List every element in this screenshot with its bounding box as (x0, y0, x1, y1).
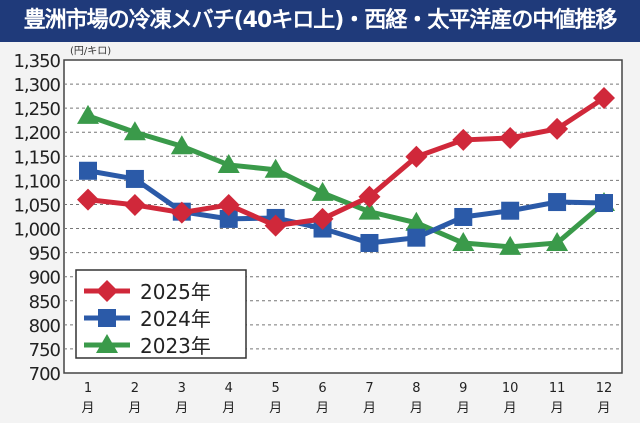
data-point (358, 200, 381, 220)
data-point (405, 145, 428, 168)
x-tick-suffix: 月 (316, 401, 329, 416)
data-point (548, 193, 567, 212)
x-tick-label: 9 (459, 381, 467, 396)
x-tick-label: 6 (318, 381, 326, 396)
data-point (219, 209, 238, 228)
y-tick-label: 900 (29, 268, 61, 289)
data-point (454, 207, 473, 226)
x-tick-suffix: 月 (128, 401, 141, 416)
y-tick-label: 700 (29, 364, 61, 385)
data-point (264, 214, 287, 237)
x-tick-suffix: 月 (410, 401, 423, 416)
data-point (77, 104, 99, 124)
data-point (170, 135, 193, 155)
legend-label: 2025年 (140, 280, 211, 304)
data-point (123, 121, 146, 141)
y-tick-label: 800 (29, 316, 61, 337)
x-tick-label: 8 (412, 381, 420, 396)
x-tick-label: 12 (596, 381, 613, 396)
y-tick-label: 1,300 (13, 75, 60, 96)
data-point (593, 87, 615, 110)
y-tick-label: 1,350 (13, 51, 60, 72)
data-point (595, 194, 613, 213)
data-point (499, 127, 522, 150)
x-tick-suffix: 月 (457, 401, 470, 416)
x-tick-label: 10 (502, 381, 519, 396)
y-tick-label: 1,250 (13, 99, 60, 120)
legend-marker (98, 309, 116, 327)
y-tick-label: 850 (29, 292, 61, 313)
x-tick-suffix: 月 (504, 401, 517, 416)
legend-marker (96, 280, 118, 302)
x-tick-suffix: 月 (551, 401, 564, 416)
x-tick-suffix: 月 (363, 401, 376, 416)
x-tick-label: 5 (271, 381, 279, 396)
legend-label: 2024年 (140, 307, 211, 331)
series-line-2023年 (87, 113, 606, 250)
data-point (407, 228, 426, 247)
x-tick-label: 11 (549, 381, 566, 396)
y-tick-label: 1,150 (13, 147, 60, 168)
data-point (123, 193, 146, 216)
data-point (311, 207, 334, 230)
data-point (358, 185, 381, 208)
x-tick-suffix: 月 (175, 401, 188, 416)
data-point (217, 193, 240, 216)
x-tick-suffix: 月 (81, 401, 94, 416)
data-point (546, 231, 569, 251)
chart-title: 豊洲市場の冷凍メバチ(40キロ上)・西経・太平洋産の中値推移 (0, 0, 640, 42)
x-tick-label: 2 (131, 381, 139, 396)
data-point (217, 153, 240, 173)
data-point (360, 233, 379, 252)
legend-marker (96, 334, 118, 353)
data-point (501, 201, 520, 220)
x-tick-suffix: 月 (269, 401, 282, 416)
data-point (79, 161, 97, 180)
x-tick-label: 4 (225, 381, 233, 396)
y-tick-label: 950 (29, 244, 61, 265)
x-tick-label: 1 (84, 381, 92, 396)
data-point (546, 117, 569, 140)
x-tick-suffix: 月 (597, 401, 610, 416)
y-tick-label: 1,050 (13, 195, 60, 216)
data-point (311, 181, 334, 201)
data-point (405, 211, 428, 231)
x-tick-label: 3 (178, 381, 186, 396)
y-tick-label: 1,100 (13, 171, 60, 192)
data-point (264, 158, 287, 178)
x-tick-label: 7 (365, 381, 373, 396)
x-tick-suffix: 月 (222, 401, 235, 416)
data-point (499, 235, 522, 255)
y-tick-label: 750 (29, 340, 61, 361)
y-tick-label: 1,200 (13, 123, 60, 144)
data-point (452, 128, 475, 151)
data-point (170, 201, 193, 224)
data-point (125, 169, 144, 188)
y-tick-label: 1,000 (13, 220, 60, 241)
data-point (452, 231, 475, 251)
legend-label: 2023年 (140, 334, 211, 358)
y-unit-label: (円/キロ) (70, 46, 111, 57)
data-point (77, 188, 99, 211)
